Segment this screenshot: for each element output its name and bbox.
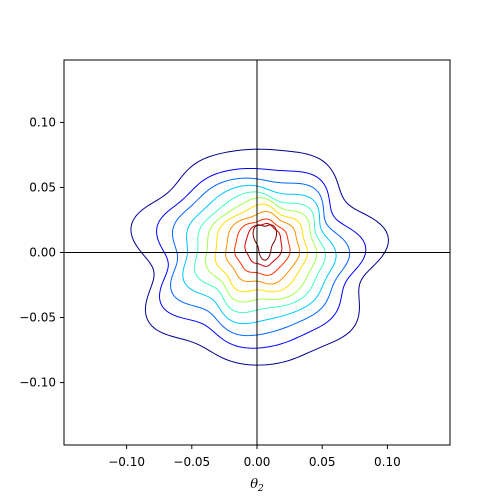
reference-lines — [64, 60, 450, 445]
x-tick-label: 0.10 — [374, 455, 401, 469]
x-tick-label: 0.05 — [309, 455, 336, 469]
y-tick-label: 0.05 — [29, 180, 56, 194]
x-axis-ticks: −0.10 −0.05 0.00 0.05 0.10 — [108, 445, 401, 469]
contour-level-2 — [156, 167, 367, 349]
x-axis-label: θ2 — [250, 477, 264, 494]
contour-level-1 — [130, 148, 389, 366]
contour-level-9 — [234, 218, 291, 276]
contour-level-6 — [205, 197, 318, 303]
contour-level-7 — [214, 203, 308, 293]
y-tick-label: −0.10 — [19, 376, 56, 390]
x-tick-label: −0.10 — [108, 455, 145, 469]
contour-level-4 — [182, 184, 337, 325]
y-tick-label: 0.10 — [29, 115, 56, 129]
contour-level-10 — [244, 222, 283, 267]
contour-level-11 — [252, 224, 278, 261]
contour-level-8 — [225, 210, 301, 285]
x-axis-label-subscript: 2 — [257, 484, 264, 494]
x-tick-label: −0.05 — [173, 455, 210, 469]
x-axis-label-main: θ — [250, 477, 258, 492]
contour-level-3 — [170, 177, 351, 337]
y-tick-label: −0.05 — [19, 311, 56, 325]
y-axis-ticks: 0.10 0.05 0.00 −0.05 −0.10 — [19, 115, 64, 390]
x-tick-label: 0.00 — [244, 455, 271, 469]
y-tick-label: 0.00 — [29, 246, 56, 260]
